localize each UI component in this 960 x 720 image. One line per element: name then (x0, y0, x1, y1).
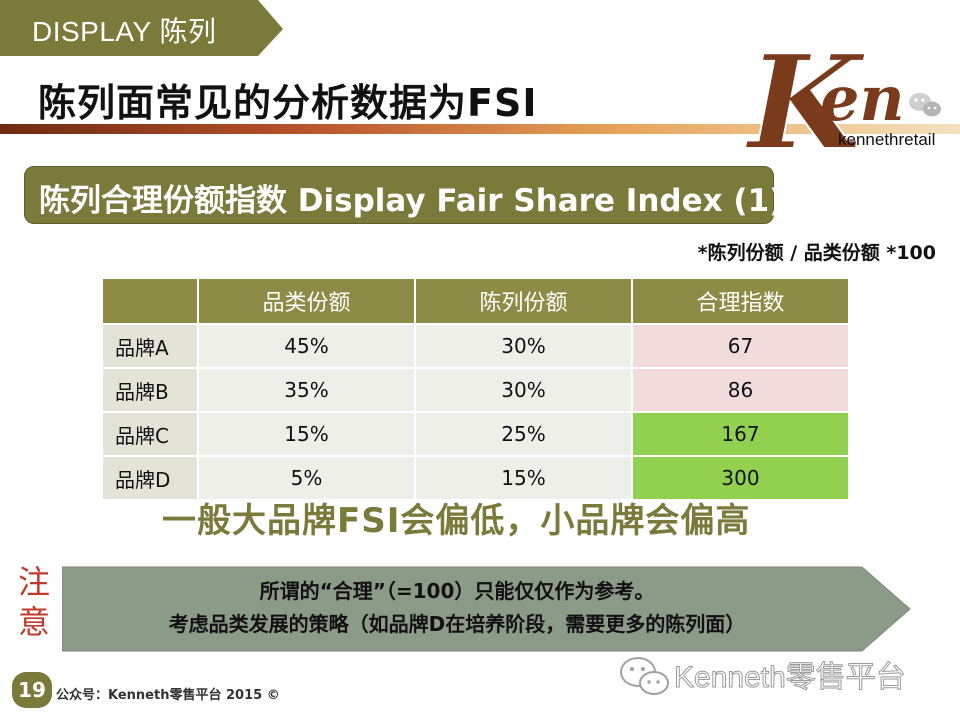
brand-label: 品牌B (101, 367, 199, 413)
formula-note: *陈列份额 / 品类份额 *100 (697, 242, 936, 264)
title-divider (0, 124, 960, 134)
fair-index-cell: 86 (631, 367, 850, 413)
table-row: 品牌D 5% 15% 300 (101, 455, 850, 501)
ken-logo: K en (740, 20, 955, 180)
table-row: 品牌C 15% 25% 167 (101, 411, 850, 457)
brand-label: 品牌C (101, 411, 199, 457)
table-row: 品牌A 45% 30% 67 (101, 323, 850, 369)
logo-handle: kennethretail (838, 130, 936, 149)
note-line-2: 考虑品类发展的策略（如品牌D在培养阶段，需要更多的陈列面） (168, 612, 746, 636)
category-share-cell: 5% (197, 455, 416, 501)
wechat-icon (909, 93, 941, 117)
logo-mark-en: en (820, 62, 905, 135)
watermark (618, 652, 948, 702)
category-share-cell: 35% (197, 367, 416, 413)
display-share-cell: 15% (414, 455, 633, 501)
watermark-text: Kenneth零售平台 (674, 661, 907, 695)
subtitle-box: 陈列合理份额指数 Display Fair Share Index (1) (24, 166, 783, 224)
table-header-display-share: 陈列份额 (414, 277, 633, 325)
category-share-cell: 15% (197, 411, 416, 457)
section-tag: DISPLAY 陈列 (0, 0, 285, 58)
brand-label: 品牌D (101, 455, 199, 501)
table-row: 品牌B 35% 30% 86 (101, 367, 850, 413)
category-share-cell: 45% (197, 323, 416, 369)
table-header-row: 品类份额 陈列份额 合理指数 (101, 277, 850, 325)
page-title: 陈列面常见的分析数据为FSI (38, 81, 538, 125)
note-line-1: 所谓的“合理”（=100）只能仅仅作为参考。 (259, 579, 655, 603)
brand-label: 品牌A (101, 323, 199, 369)
fair-index-cell: 300 (631, 455, 850, 501)
note-arrow-box (61, 566, 912, 656)
table-header-fair-index: 合理指数 (631, 277, 850, 325)
wechat-watermark-icon (620, 657, 669, 695)
fair-index-cell: 67 (631, 323, 850, 369)
conclusion-text: 一般大品牌FSI会偏低，小品牌会偏高 (162, 501, 751, 541)
display-share-cell: 30% (414, 367, 633, 413)
page-number: 19 (12, 672, 52, 708)
fair-index-cell: 167 (631, 411, 850, 457)
table-header-category-share: 品类份额 (197, 277, 416, 325)
section-tag-label: DISPLAY 陈列 (32, 16, 217, 47)
fsi-table: 品类份额 陈列份额 合理指数 品牌A 45% 30% 67 品牌B 35% 30… (101, 277, 850, 501)
display-share-cell: 30% (414, 323, 633, 369)
note-label: 注意 (17, 563, 50, 641)
footer-text: 公众号：Kenneth零售平台 2015 © (56, 688, 280, 703)
display-share-cell: 25% (414, 411, 633, 457)
subtitle: 陈列合理份额指数 Display Fair Share Index (1) (39, 183, 784, 219)
logo-mark-k: K (744, 26, 866, 170)
table-header-corner (101, 277, 199, 325)
